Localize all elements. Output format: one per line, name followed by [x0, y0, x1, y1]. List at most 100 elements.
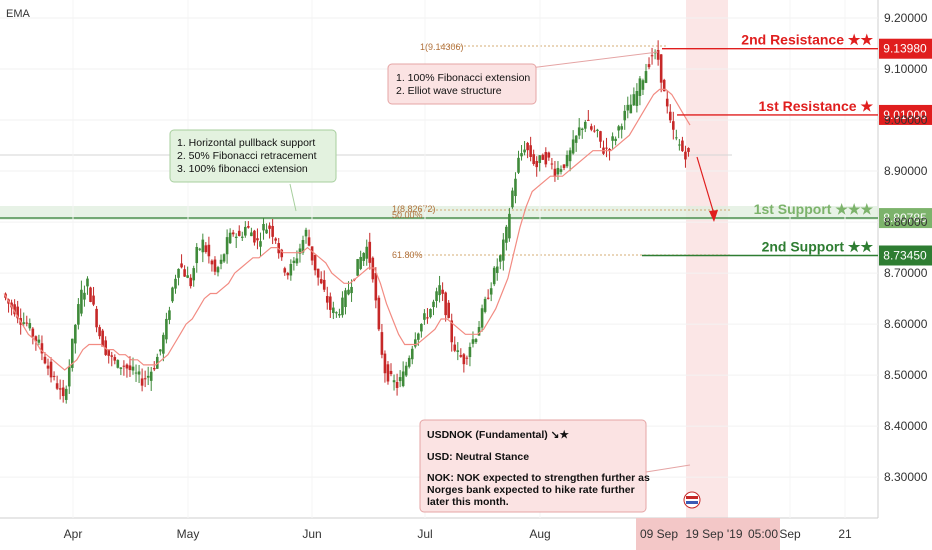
candle-body: [465, 357, 469, 359]
note-support[interactable]: [169, 129, 337, 183]
candle-body: [438, 285, 441, 296]
candle-body: [316, 268, 320, 278]
note-fundamental-pointer: [645, 464, 691, 473]
candle-body: [502, 239, 505, 261]
candle-body: [426, 317, 429, 319]
candle-body: [92, 295, 95, 305]
candle-body: [383, 353, 387, 374]
candle-body: [204, 245, 208, 253]
candle-body: [134, 372, 138, 374]
level-name: 1st Support ★★★: [754, 201, 874, 217]
candle-body: [559, 169, 563, 172]
y-tick-label: 9.00000: [884, 113, 928, 127]
candle-body: [16, 306, 19, 319]
candle-body: [344, 290, 347, 308]
candle-body: [101, 330, 104, 347]
candle-body: [152, 368, 156, 370]
candle-body: [52, 375, 56, 377]
candle-body: [435, 291, 438, 301]
level-price-tag[interactable]: [879, 38, 932, 59]
candle-body: [207, 244, 211, 257]
candle-body: [410, 348, 414, 360]
note-support-line-1: 1. Horizontal pullback support: [177, 137, 315, 149]
candle-body: [177, 268, 180, 278]
candle-body: [617, 126, 620, 131]
candle-body: [568, 150, 572, 162]
level-price-tag[interactable]: [879, 245, 932, 266]
note-resistance[interactable]: [387, 63, 537, 105]
projection-arrow: [696, 156, 715, 215]
y-tick-label: 8.70000: [884, 266, 928, 280]
candle-body: [599, 131, 602, 142]
candle-body: [480, 308, 484, 328]
candle-body: [508, 213, 511, 239]
level-price-tag[interactable]: [879, 208, 932, 229]
candle-body: [590, 126, 593, 130]
x-tick-label: May: [177, 527, 200, 541]
candle-body: [74, 324, 77, 344]
candle-body: [265, 229, 268, 234]
candle-body: [46, 365, 50, 369]
level-price-label: 8.80785: [883, 211, 927, 225]
candle-body: [593, 130, 596, 132]
candle-body: [505, 226, 508, 243]
candle-body: [605, 147, 608, 149]
candle-body: [526, 142, 529, 151]
level-price-tag[interactable]: [879, 104, 932, 125]
candle-body: [140, 378, 144, 386]
y-tick-label: 8.30000: [884, 470, 928, 484]
candle-body: [532, 154, 535, 164]
candle-body: [429, 309, 432, 318]
candle-body: [347, 289, 350, 295]
candle-body: [83, 292, 86, 300]
y-tick-label: 8.90000: [884, 164, 928, 178]
candle-body: [195, 246, 199, 264]
time-axis[interactable]: Apr May Jun Jul Aug Sep 21 09 Sep 19 Sep '19 05:0…: [64, 518, 852, 550]
candle-body: [137, 371, 141, 375]
candle-body: [86, 278, 89, 287]
candle-body: [55, 383, 59, 389]
note-fundamental[interactable]: [419, 419, 647, 513]
candle-body: [174, 278, 177, 289]
candle-body: [356, 259, 359, 276]
candle-body: [58, 388, 62, 390]
candle-body: [565, 154, 569, 167]
note-support-line-3: 3. 100% fibonacci extension: [177, 163, 308, 175]
candle-body: [675, 137, 678, 139]
candle-body: [332, 307, 335, 314]
candle-body: [280, 249, 284, 258]
candle-body: [310, 246, 314, 261]
candle-body: [274, 238, 277, 241]
candle-body: [70, 338, 74, 368]
candle-body: [289, 263, 293, 276]
candle-body: [240, 236, 244, 238]
level-name: 2nd Support ★★: [762, 238, 874, 254]
event-flag-icon[interactable]: [683, 491, 701, 509]
candle-body: [392, 380, 396, 383]
candle-body: [298, 248, 302, 254]
candle-body: [650, 55, 654, 57]
x-highlight-label: 09 Sep: [640, 527, 678, 541]
price-axis[interactable]: 9.20000 9.10000 9.00000 8.90000 8.80000 8.700…: [884, 11, 928, 484]
candle-body: [456, 350, 460, 352]
candle-body: [614, 138, 617, 141]
candle-body: [544, 152, 548, 165]
candle-body: [444, 292, 447, 316]
candle-body: [234, 236, 238, 239]
candle-body: [462, 354, 466, 365]
candle-body: [149, 371, 153, 381]
candle-body: [307, 237, 311, 246]
candle-body: [377, 297, 381, 330]
candle-body: [596, 129, 599, 131]
note-support-pointer: [289, 183, 297, 212]
candle-body: [577, 127, 581, 136]
candle-body: [271, 225, 274, 237]
candle-body: [550, 163, 554, 165]
candle-body: [450, 320, 454, 343]
candle-body: [368, 241, 372, 263]
candle-body: [583, 121, 587, 129]
candle-body: [611, 136, 614, 141]
y-tick-label: 9.10000: [884, 62, 928, 76]
